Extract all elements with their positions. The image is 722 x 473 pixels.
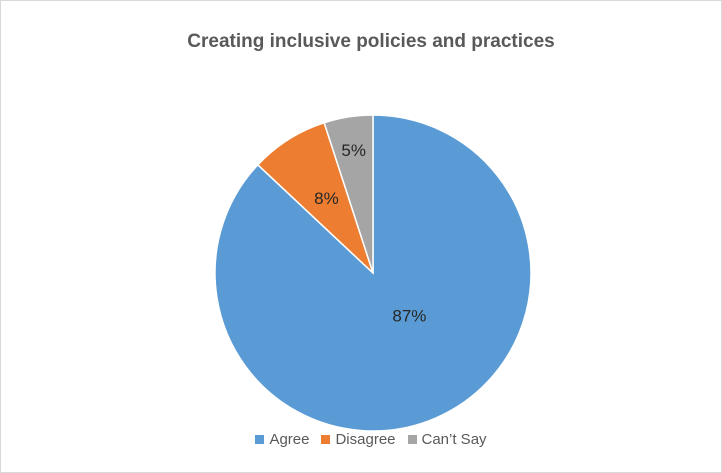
legend-swatch-disagree [321,435,331,444]
chart-title: Creating inclusive policies and practice… [187,31,555,52]
legend-label-cant-say: Can’t Say [421,431,487,448]
data-label-cant-say: 5% [341,141,366,160]
legend-item-disagree: Disagree [321,431,396,448]
legend-swatch-agree [255,435,265,444]
data-label-agree: 87% [392,307,426,326]
data-label-disagree: 8% [314,189,339,208]
legend-label-disagree: Disagree [335,431,396,448]
legend-swatch-cant-say [407,435,417,444]
pie-slice-cant-say [323,114,374,274]
legend-item-agree: Agree [255,431,309,448]
legend-label-agree: Agree [269,431,310,448]
legend: Agree Disagree Can’t Say [1,431,722,448]
legend-item-cant-say: Can’t Say [407,431,487,448]
